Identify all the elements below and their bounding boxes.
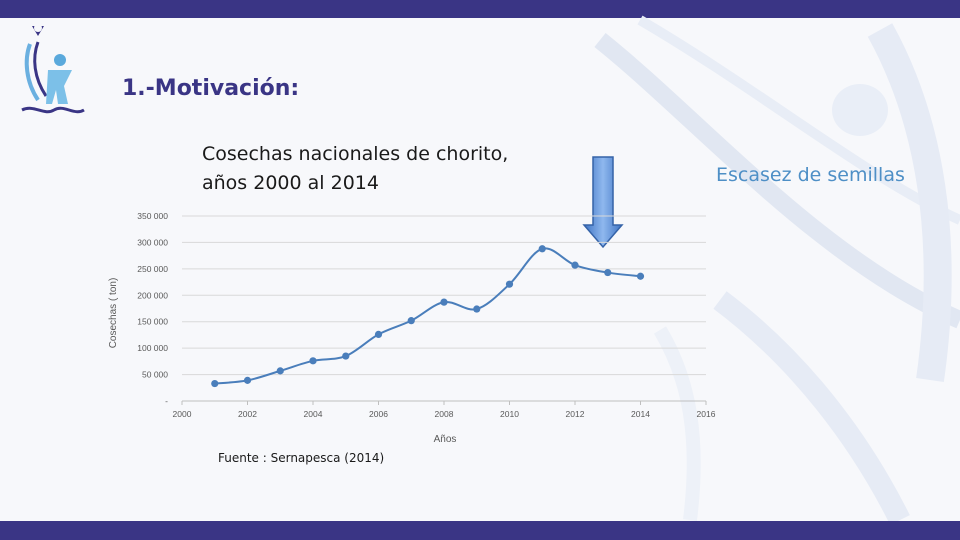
y-tick-label: 300 000	[137, 237, 168, 247]
x-tick-label: 2014	[631, 409, 650, 419]
bottom-band	[0, 521, 960, 540]
y-tick-label: 250 000	[137, 264, 168, 274]
x-tick-label: 2000	[173, 409, 192, 419]
harvest-data-point	[309, 357, 317, 365]
harvest-data-point	[440, 298, 448, 306]
harvest-data-point	[538, 245, 546, 253]
x-tick-label: 2012	[566, 409, 585, 419]
harvest-data-point	[571, 261, 579, 269]
top-band	[0, 0, 960, 18]
x-tick-label: 2004	[304, 409, 323, 419]
harvest-data-point	[276, 367, 284, 375]
data-source: Fuente : Sernapesca (2014)	[218, 451, 385, 465]
y-tick-label: 200 000	[137, 290, 168, 300]
x-tick-label: 2008	[435, 409, 454, 419]
chart-title-line-1: Cosechas nacionales de chorito,	[202, 143, 509, 165]
chart-title: Cosechas nacionales de chorito, años 200…	[202, 140, 542, 198]
harvest-data-point	[473, 305, 481, 313]
harvest-data-point	[505, 280, 514, 288]
x-tick-label: 2010	[500, 409, 519, 419]
harvest-data-point	[342, 352, 350, 360]
chart-title-line-2: años 2000 al 2014	[202, 172, 379, 194]
harvest-data-point	[374, 330, 383, 338]
scarcity-note: Escasez de semillas	[716, 164, 905, 186]
chart-grid	[182, 215, 706, 402]
organization-logo-icon	[21, 24, 85, 114]
y-tick-label: 50 000	[142, 370, 168, 380]
chart-axes: - 50 000 100 000 150 000 200 000 250 000 300 0…	[137, 211, 715, 419]
harvest-data-point	[636, 272, 645, 280]
x-tick-label: 2006	[369, 409, 388, 419]
y-axis-label: Cosechas ( ton)	[108, 278, 119, 349]
harvest-data-point	[604, 268, 612, 277]
harvest-data-point	[243, 376, 252, 384]
x-tick-label: 2002	[238, 409, 257, 419]
y-tick-label: -	[165, 396, 168, 406]
y-tick-label: 350 000	[137, 211, 168, 221]
harvest-data-point	[211, 379, 219, 388]
slide-title: 1.-Motivación:	[122, 76, 300, 101]
harvest-data-point	[407, 317, 415, 325]
chart-series	[211, 245, 645, 388]
down-arrow-icon	[582, 156, 624, 249]
harvest-line-chart: - 50 000 100 000 150 000 200 000 250 000 300 0…	[108, 211, 716, 445]
x-axis-label: Años	[434, 434, 457, 445]
y-tick-label: 150 000	[137, 317, 168, 327]
y-tick-label: 100 000	[137, 343, 168, 353]
x-tick-label: 2016	[697, 409, 716, 419]
